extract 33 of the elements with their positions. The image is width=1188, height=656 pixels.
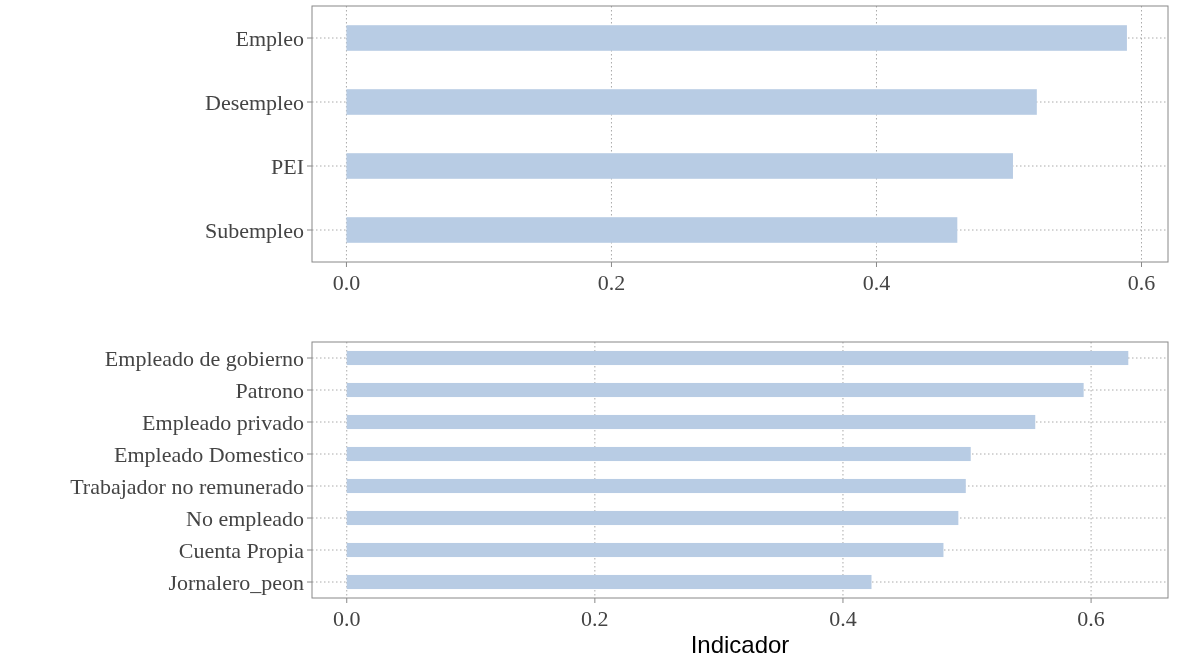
y-tick-label: Trabajador no remunerado xyxy=(70,473,304,499)
y-tick-label: Subempleo xyxy=(205,217,304,243)
y-tick-label: PEI xyxy=(271,153,304,179)
bar xyxy=(346,446,971,462)
x-tick-label: 0.0 xyxy=(332,270,361,295)
y-tick-label: Jornalero_peon xyxy=(168,569,304,595)
x-axis-title: Indicador xyxy=(690,631,790,656)
x-tick-label: 0.4 xyxy=(862,270,891,295)
y-tick-label: Cuenta Propia xyxy=(178,537,305,563)
x-tick-label: 0.6 xyxy=(1127,270,1156,295)
bar xyxy=(346,25,1127,51)
y-tick-label: No empleado xyxy=(186,505,304,531)
y-tick-label: Empleado de gobierno xyxy=(104,345,304,371)
bar xyxy=(346,382,1084,398)
y-tick-label: Empleado Domestico xyxy=(113,441,304,467)
y-tick-label: Empleado privado xyxy=(142,409,304,435)
bar xyxy=(346,350,1129,366)
bar xyxy=(346,510,959,526)
bar xyxy=(346,89,1037,115)
bar xyxy=(346,217,958,243)
x-tick-label: 0.6 xyxy=(1077,606,1105,631)
bar xyxy=(346,153,1013,179)
bar xyxy=(346,542,944,558)
bar xyxy=(346,414,1036,430)
y-tick-label: Patrono xyxy=(235,377,304,403)
y-tick-label: Desempleo xyxy=(205,89,304,115)
x-tick-label: 0.0 xyxy=(332,606,361,631)
x-tick-label: 0.2 xyxy=(597,270,626,295)
bar xyxy=(346,574,872,590)
x-tick-label: 0.4 xyxy=(829,606,857,631)
bar xyxy=(346,478,966,494)
y-tick-label: Empleo xyxy=(235,25,304,51)
x-tick-label: 0.2 xyxy=(581,606,609,631)
